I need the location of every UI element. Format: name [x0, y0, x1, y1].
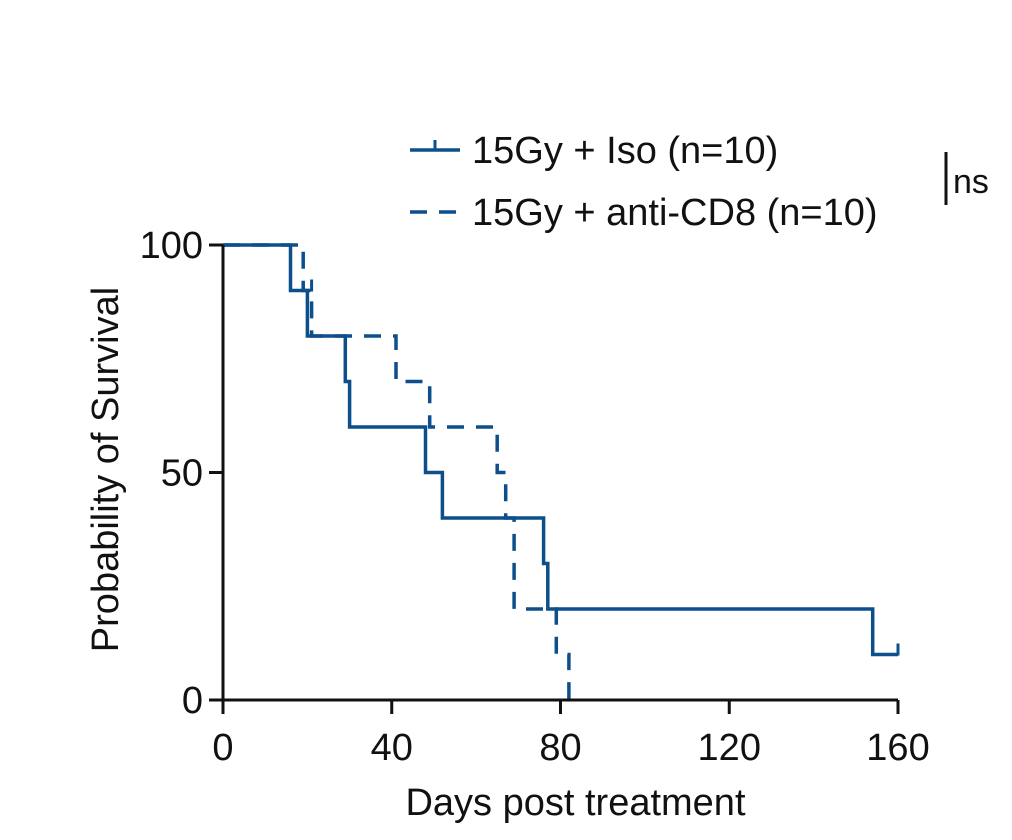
legend: 15Gy + Iso (n=10) 15Gy + anti-CD8 (n=10)	[410, 130, 878, 234]
x-tick-label: 0	[212, 727, 233, 769]
ticks-layer: 0 40 80 120 160 0 50 100	[140, 225, 930, 769]
series-line-1	[223, 243, 571, 700]
y-tick-label: 50	[161, 453, 203, 495]
y-tick-label: 100	[140, 225, 203, 267]
axes-layer	[221, 245, 898, 702]
y-tick-label: 0	[182, 680, 203, 722]
series-line-0	[223, 243, 898, 657]
legend-label-1: 15Gy + anti-CD8 (n=10)	[472, 192, 878, 234]
y-axis-title: Probability of Survival	[85, 287, 127, 652]
x-tick-label: 40	[371, 727, 413, 769]
legend-label-0: 15Gy + Iso (n=10)	[472, 130, 778, 172]
x-tick-label: 160	[866, 727, 929, 769]
series-layer	[223, 243, 900, 700]
x-tick-label: 120	[698, 727, 761, 769]
significance-label: ns	[953, 163, 989, 201]
x-axis-title: Days post treatment	[405, 782, 745, 824]
x-tick-label: 80	[539, 727, 581, 769]
significance-bracket: ns	[944, 152, 989, 205]
